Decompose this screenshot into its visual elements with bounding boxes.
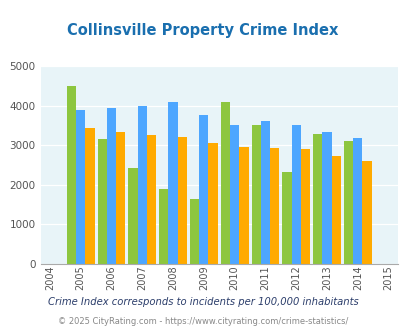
Bar	[331, 156, 340, 264]
Bar	[322, 132, 331, 264]
Bar	[251, 125, 260, 264]
Bar	[137, 106, 147, 264]
Bar	[300, 149, 309, 264]
Bar	[116, 132, 125, 264]
Bar	[220, 102, 230, 264]
Bar	[239, 147, 248, 264]
Bar	[208, 143, 217, 264]
Bar	[177, 137, 186, 264]
Bar	[282, 172, 291, 264]
Bar	[147, 135, 156, 264]
Text: Crime Index corresponds to incidents per 100,000 inhabitants: Crime Index corresponds to incidents per…	[47, 297, 358, 307]
Bar	[352, 138, 362, 264]
Bar	[107, 108, 116, 264]
Bar	[312, 134, 322, 264]
Bar	[159, 189, 168, 264]
Bar	[190, 199, 199, 264]
Text: Collinsville Property Crime Index: Collinsville Property Crime Index	[67, 23, 338, 38]
Bar	[85, 128, 94, 264]
Bar	[362, 161, 371, 264]
Bar	[97, 139, 107, 264]
Bar	[230, 125, 239, 264]
Bar	[199, 115, 208, 264]
Bar	[291, 125, 300, 264]
Bar	[260, 121, 269, 264]
Bar	[128, 168, 137, 264]
Bar	[269, 148, 279, 264]
Bar	[168, 102, 177, 264]
Bar	[343, 141, 352, 264]
Text: © 2025 CityRating.com - https://www.cityrating.com/crime-statistics/: © 2025 CityRating.com - https://www.city…	[58, 317, 347, 326]
Bar	[76, 110, 85, 264]
Bar	[66, 86, 76, 264]
